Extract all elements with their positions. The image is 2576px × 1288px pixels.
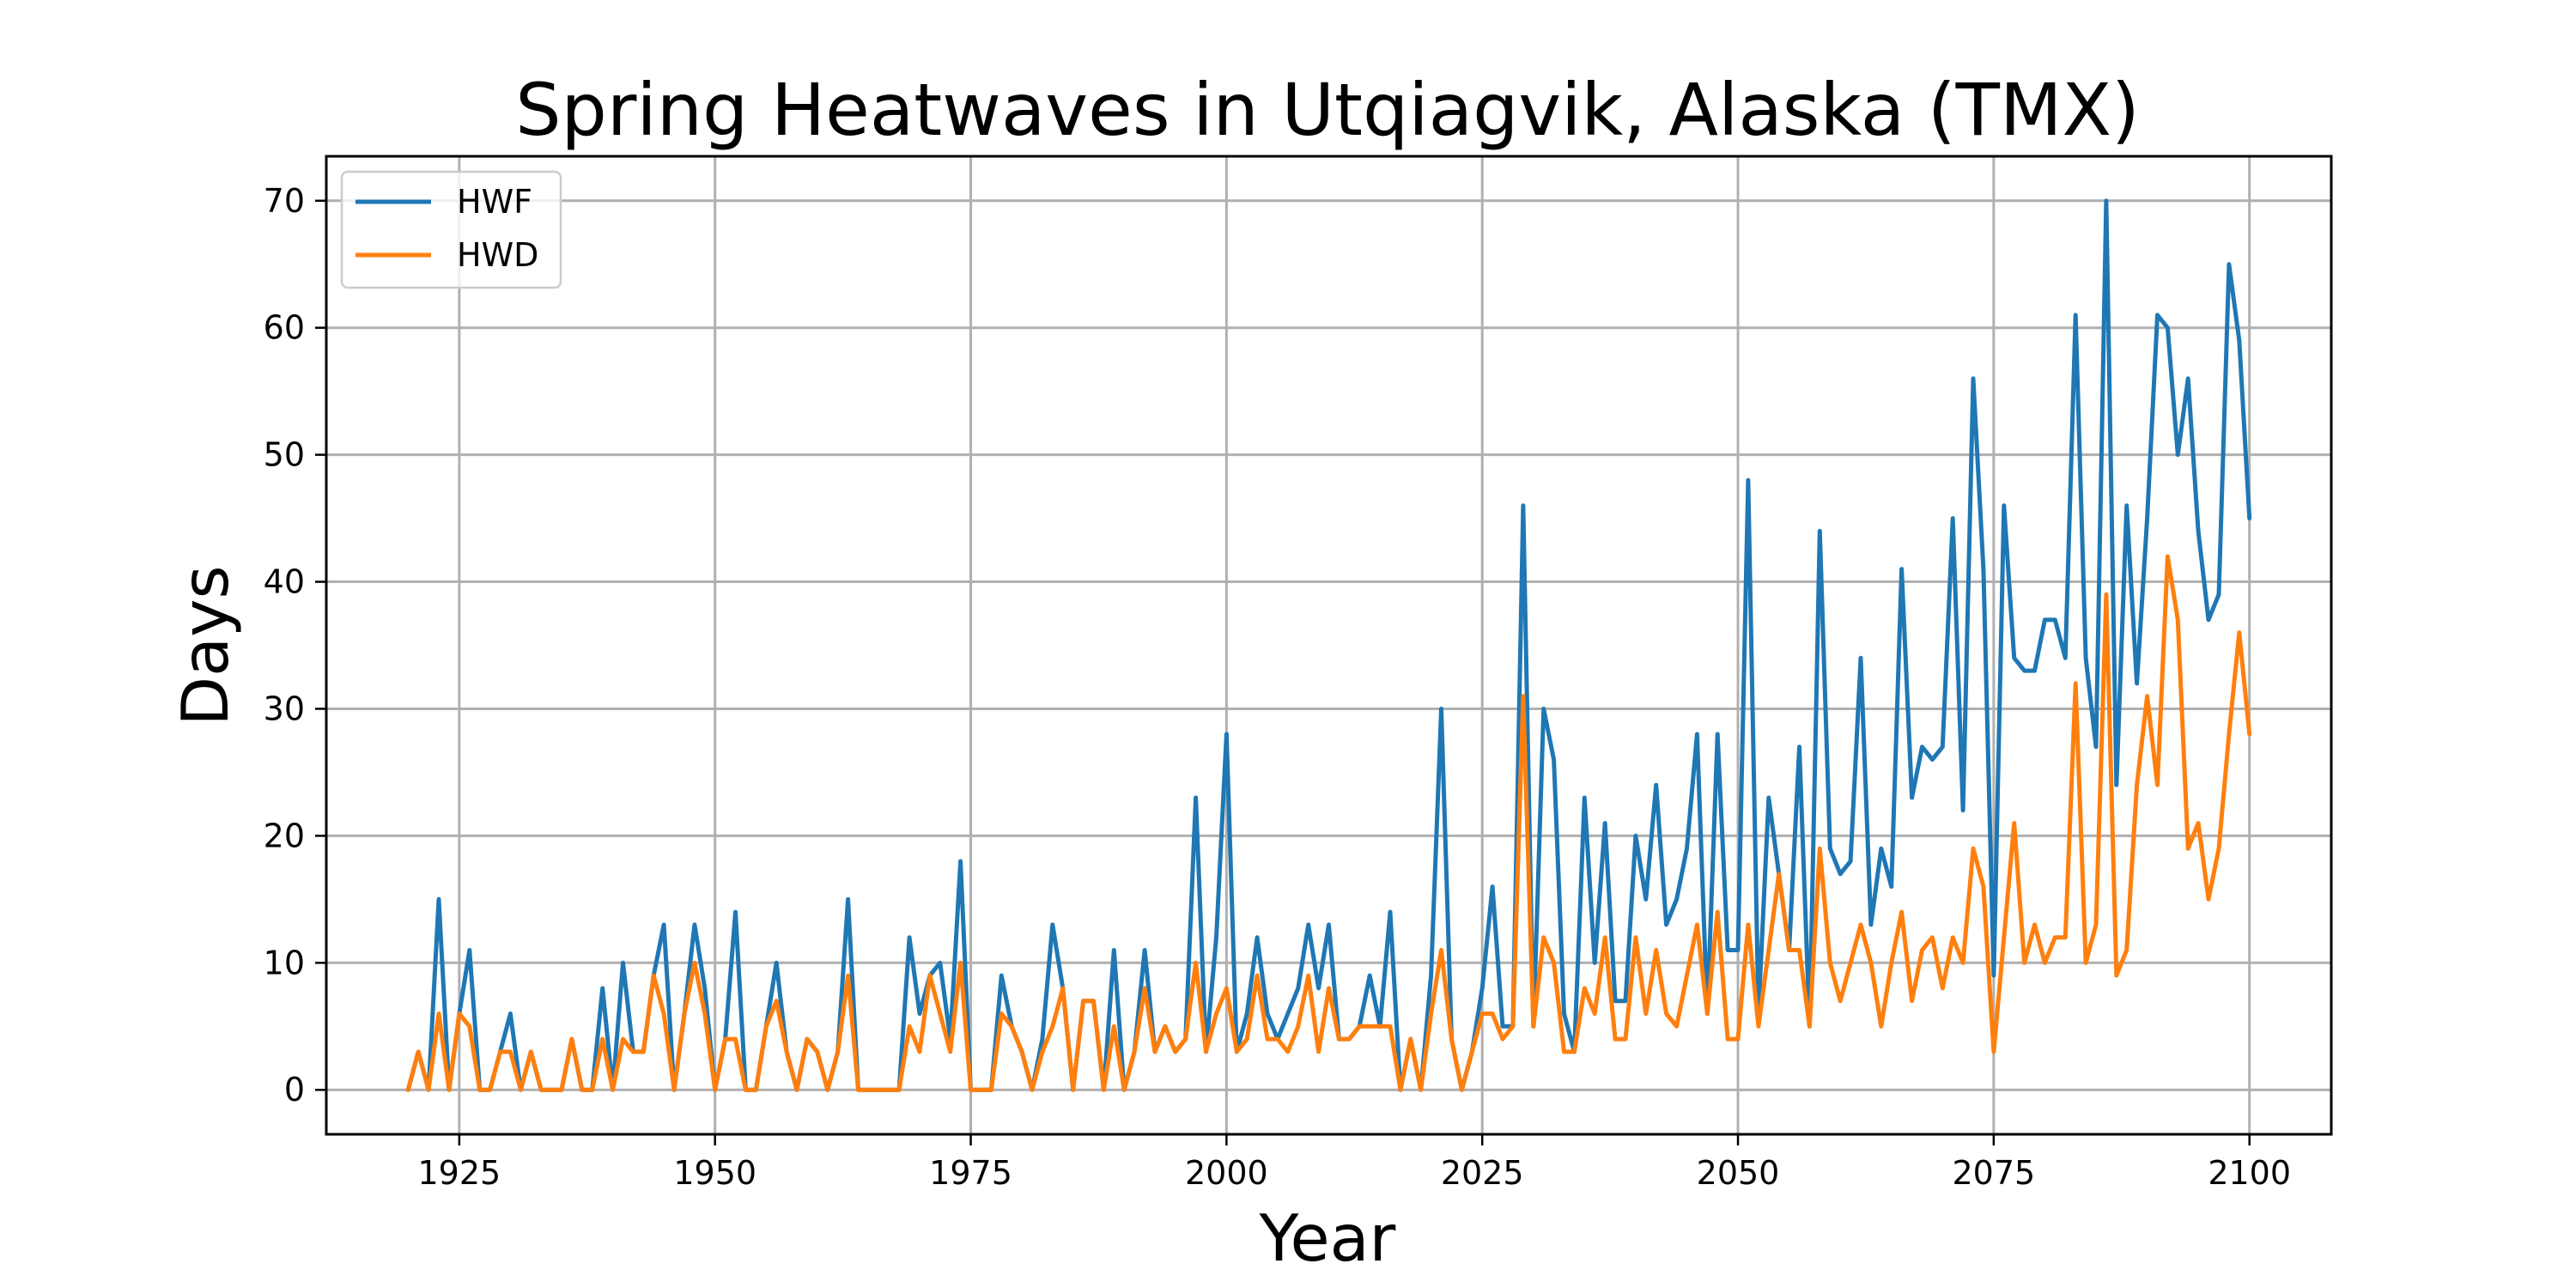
x-tick-label-2000: 2000 (1185, 1154, 1268, 1192)
x-tick-label-1950: 1950 (673, 1154, 756, 1192)
y-tick-label-70: 70 (264, 182, 305, 220)
y-tick-label-30: 30 (264, 690, 305, 727)
y-tick-label-0: 0 (284, 1071, 305, 1109)
series-lines (405, 198, 2252, 1092)
legend: HWF HWD (340, 170, 562, 289)
x-tick-label-2100: 2100 (2208, 1154, 2291, 1192)
x-tick-label-2050: 2050 (1697, 1154, 1780, 1192)
x-tick-label-1925: 1925 (418, 1154, 501, 1192)
y-tick-label-50: 50 (264, 436, 305, 474)
y-axis-label: Days (167, 565, 243, 726)
y-tick-label-10: 10 (264, 944, 305, 981)
x-axis-label: Year (1259, 1200, 1396, 1276)
x-tick-label-2075: 2075 (1953, 1154, 2036, 1192)
legend-label-hwd: HWD (457, 236, 538, 274)
y-tick-label-40: 40 (264, 563, 305, 601)
x-tick-label-2025: 2025 (1441, 1154, 1524, 1192)
legend-label-hwf: HWF (457, 183, 532, 221)
y-tick-label-60: 60 (264, 309, 305, 347)
x-tick-label-1975: 1975 (929, 1154, 1012, 1192)
y-axis-ticks: 0 10 20 30 40 50 60 70 (264, 182, 326, 1109)
x-axis-ticks: 1925 1950 1975 2000 2025 2050 2075 2100 (418, 1134, 2291, 1192)
y-tick-label-20: 20 (264, 817, 305, 854)
chart-title: Spring Heatwaves in Utqiagvik, Alaska (T… (515, 68, 2140, 152)
plot-frame (325, 155, 2333, 1136)
series-line-hwd (405, 554, 2252, 1092)
